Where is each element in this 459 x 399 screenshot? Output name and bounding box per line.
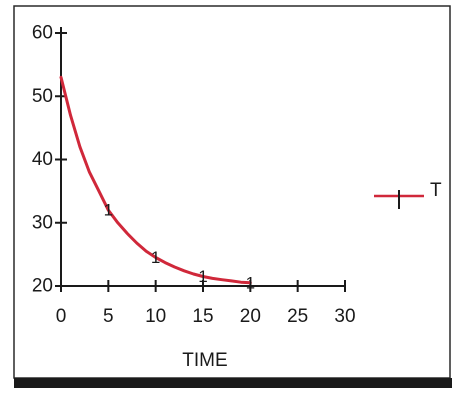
series-marker: 1 bbox=[151, 248, 160, 267]
x-tick-label: 25 bbox=[287, 306, 308, 327]
x-tick-label: 20 bbox=[240, 306, 261, 327]
series-marker: 1 bbox=[104, 201, 113, 220]
series-marker: 1 bbox=[246, 273, 255, 292]
legend-label: T bbox=[430, 180, 442, 201]
y-tick-label: 60 bbox=[32, 23, 53, 44]
series-line-t bbox=[59, 75, 252, 285]
series-layer bbox=[59, 75, 252, 285]
chart-border bbox=[13, 5, 451, 379]
x-tick-label: 0 bbox=[56, 306, 67, 327]
y-tick-label: 40 bbox=[32, 149, 53, 170]
axes bbox=[60, 27, 345, 287]
chart-border-shadow bbox=[14, 378, 452, 388]
x-tick-label: 10 bbox=[145, 306, 166, 327]
markers: 1 1 1 1 bbox=[104, 201, 255, 293]
x-tick-label: 15 bbox=[192, 306, 213, 327]
y-tick-label: 30 bbox=[32, 212, 53, 233]
x-tick-label: 30 bbox=[334, 306, 355, 327]
series-marker: 1 bbox=[198, 267, 207, 286]
x-tick-label: 5 bbox=[103, 306, 114, 327]
x-axis-title: TIME bbox=[182, 350, 227, 371]
ticks: 20 30 40 50 60 0 5 10 15 20 25 30 bbox=[32, 23, 356, 328]
y-tick-label: 20 bbox=[32, 276, 53, 297]
legend: T bbox=[374, 180, 442, 209]
y-tick-label: 50 bbox=[32, 86, 53, 107]
